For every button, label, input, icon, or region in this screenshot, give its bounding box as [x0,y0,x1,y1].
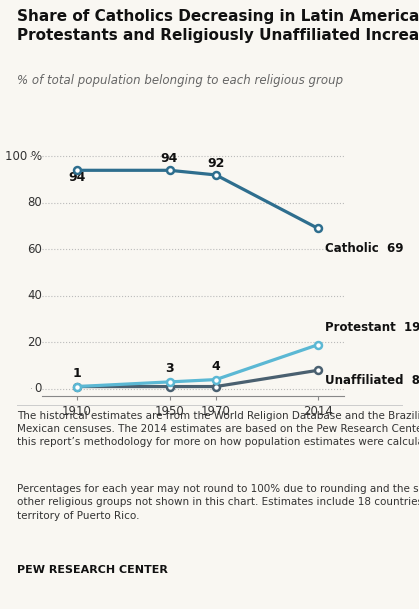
Text: 40: 40 [27,289,42,302]
Text: 94: 94 [161,152,178,165]
Text: 0: 0 [34,382,42,395]
Text: 60: 60 [27,243,42,256]
Text: PEW RESEARCH CENTER: PEW RESEARCH CENTER [17,565,168,575]
Text: 80: 80 [27,196,42,209]
Text: % of total population belonging to each religious group: % of total population belonging to each … [17,74,343,87]
Text: 20: 20 [27,336,42,349]
Text: Catholic  69: Catholic 69 [325,242,403,255]
Text: The historical estimates are from the World Religion Database and the Brazilian : The historical estimates are from the Wo… [17,411,419,448]
Text: Unaffiliated  8: Unaffiliated 8 [325,375,419,387]
Text: 1: 1 [72,367,81,380]
Text: 100 %: 100 % [5,150,42,163]
Text: 92: 92 [207,157,225,170]
Text: Share of Catholics Decreasing in Latin America;
Protestants and Religiously Unaf: Share of Catholics Decreasing in Latin A… [17,9,419,43]
Text: 94: 94 [68,171,85,185]
Text: Protestant  19: Protestant 19 [325,320,419,334]
Text: 3: 3 [165,362,174,375]
Text: Percentages for each year may not round to 100% due to rounding and the small sh: Percentages for each year may not round … [17,484,419,521]
Text: 4: 4 [212,360,220,373]
